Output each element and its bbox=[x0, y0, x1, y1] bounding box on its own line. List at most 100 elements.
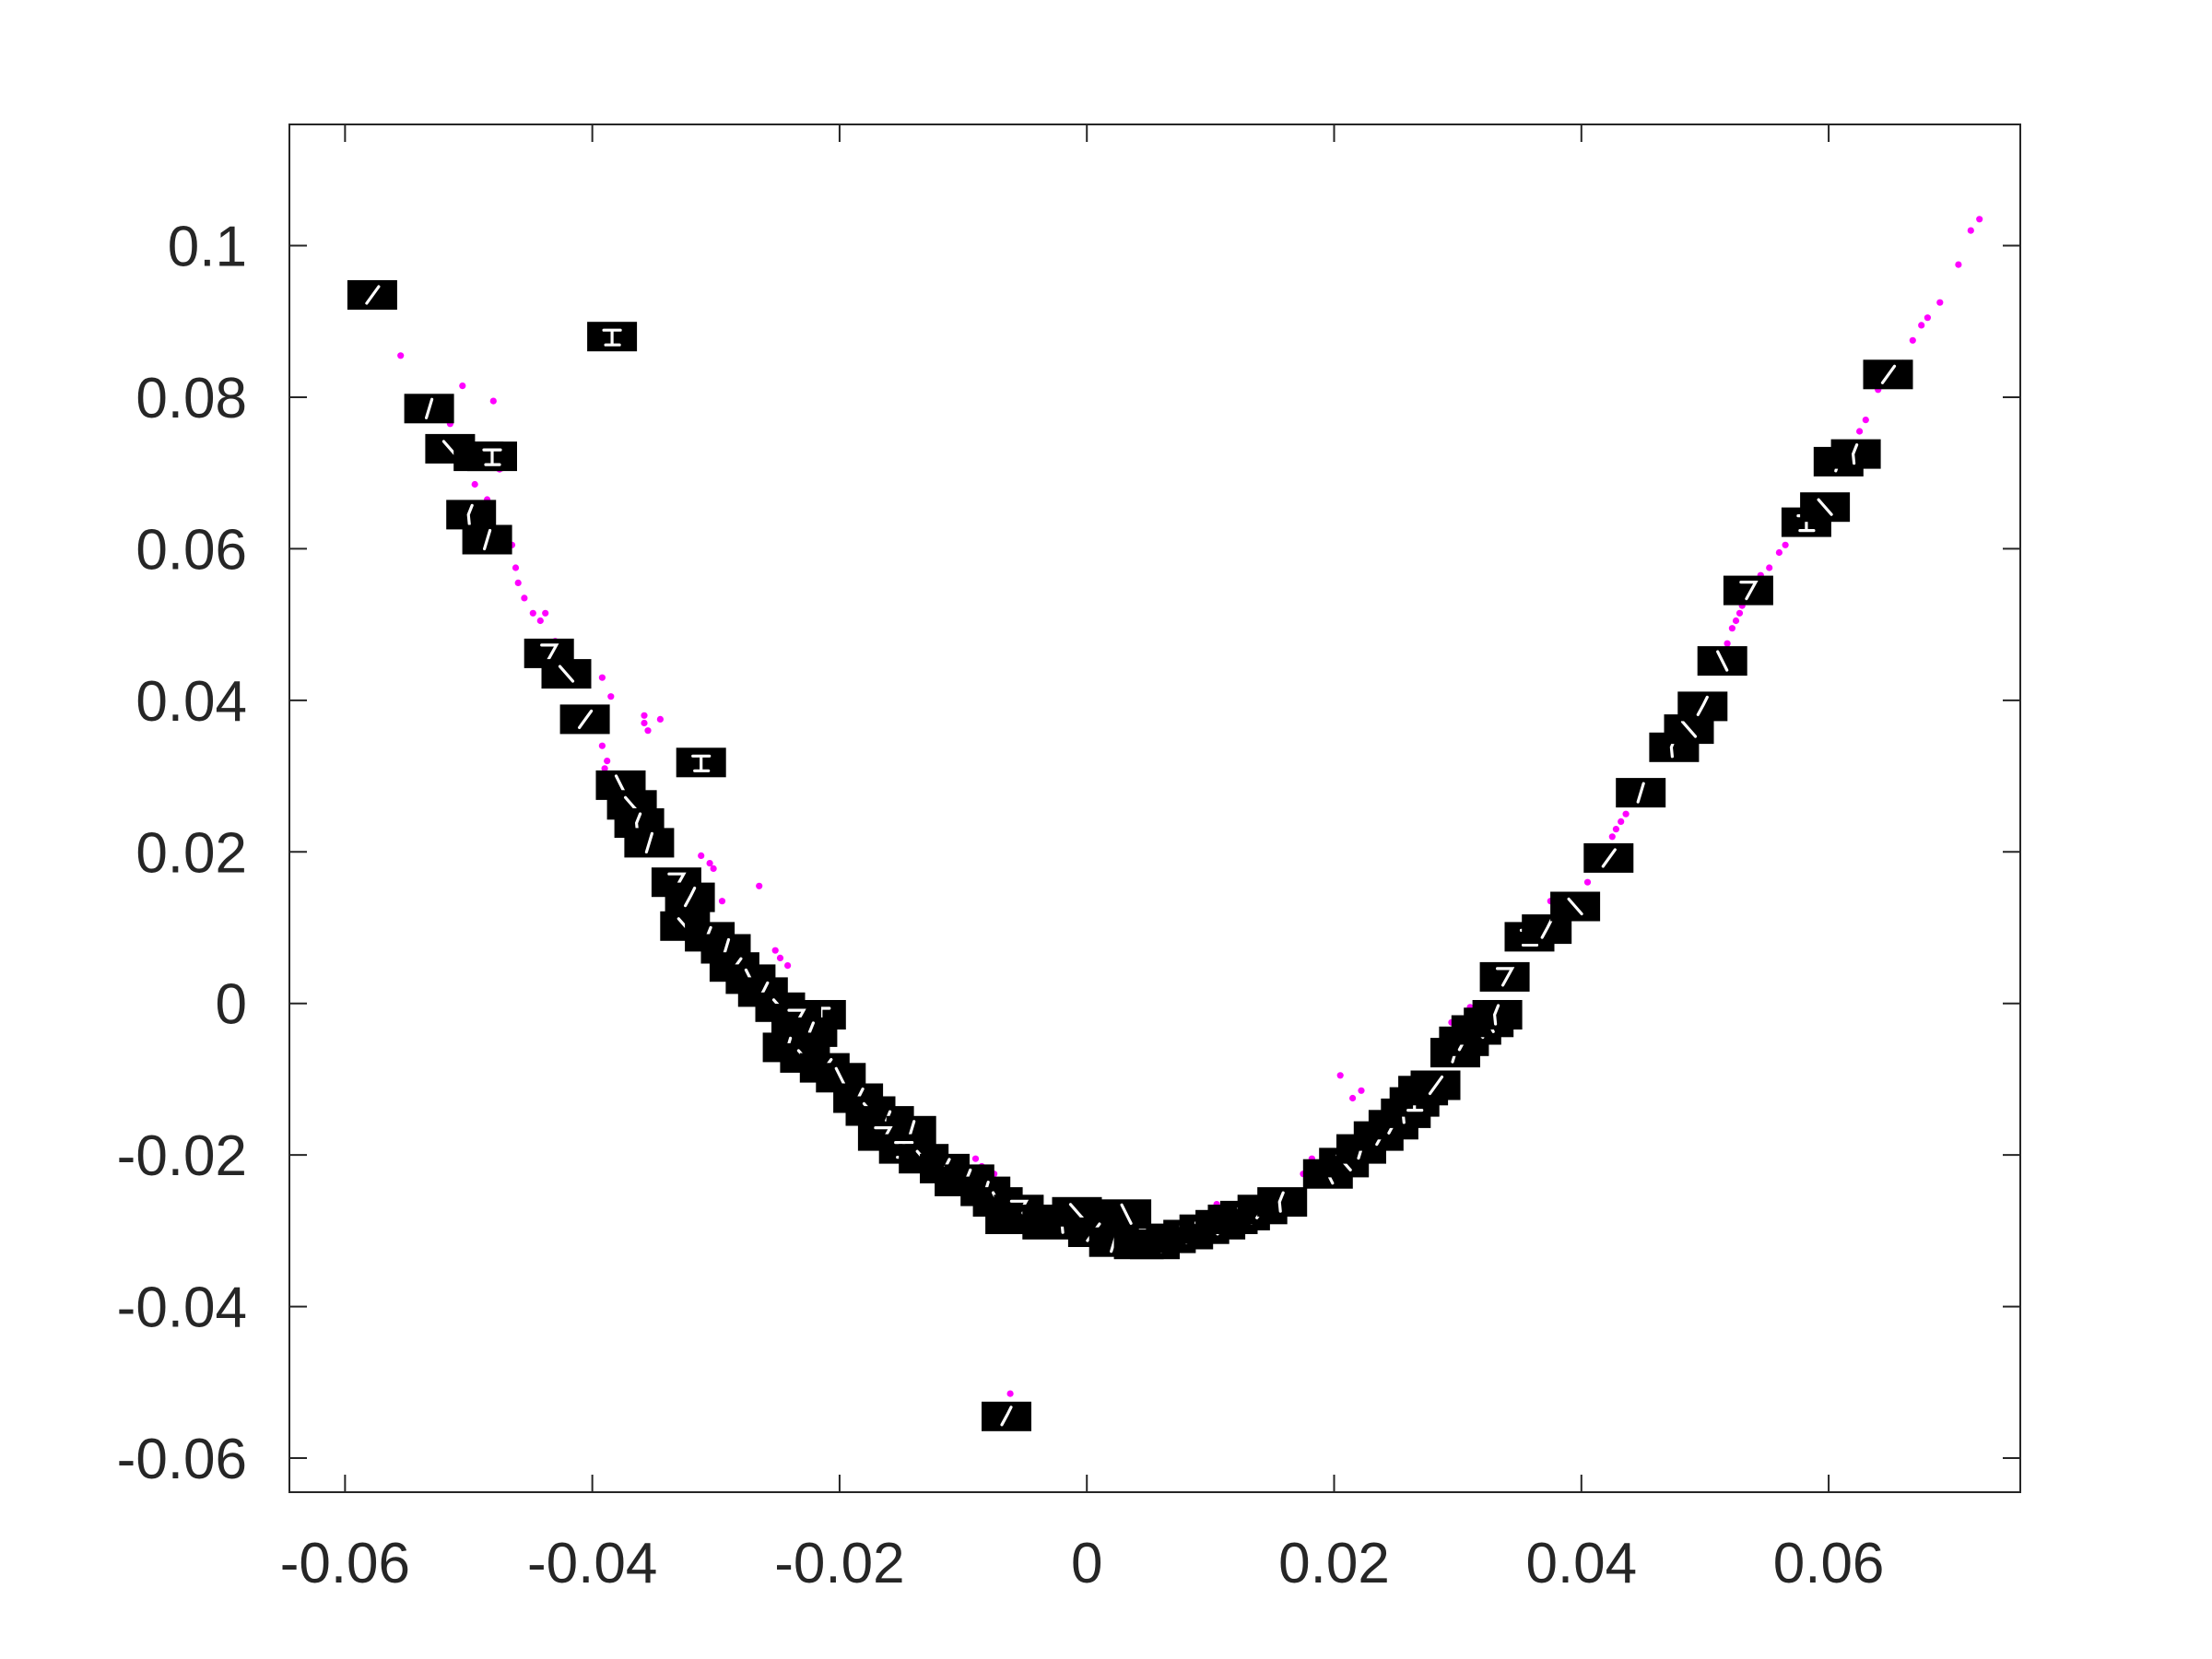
data-point bbox=[514, 579, 522, 587]
thumbnail-digit-stroke bbox=[644, 831, 654, 854]
data-point bbox=[536, 617, 544, 625]
thumbnail-digit-stroke bbox=[1739, 580, 1759, 601]
thumbnail-digit-stroke bbox=[1120, 1203, 1133, 1225]
thumbnails-layer bbox=[347, 280, 1913, 1431]
digit-thumbnail bbox=[1479, 961, 1530, 992]
thumbnail-digit-stroke bbox=[482, 448, 502, 466]
thumbnail-digit-stroke bbox=[1636, 782, 1645, 804]
thumbnail-tile bbox=[1479, 961, 1530, 992]
digit-thumbnail bbox=[1800, 492, 1851, 523]
data-point bbox=[529, 609, 536, 617]
data-point bbox=[1006, 1390, 1014, 1397]
y-tick-label: 0 bbox=[216, 973, 247, 1037]
digit-thumbnail bbox=[1550, 891, 1601, 922]
digit-thumbnail bbox=[1863, 359, 1913, 390]
data-point bbox=[1612, 826, 1619, 833]
thumbnail-digit-stroke bbox=[1428, 1075, 1444, 1096]
data-point bbox=[607, 693, 615, 700]
digit-thumbnail bbox=[559, 704, 610, 735]
data-point bbox=[1924, 314, 1931, 322]
data-point bbox=[521, 594, 528, 602]
data-point bbox=[489, 397, 497, 405]
thumbnail-digit-stroke bbox=[466, 503, 474, 526]
data-point bbox=[1724, 640, 1731, 647]
digit-thumbnail bbox=[676, 747, 726, 778]
data-point bbox=[1735, 609, 1744, 617]
data-point bbox=[1976, 216, 1983, 223]
data-point bbox=[604, 758, 611, 765]
thumbnail-digit-stroke bbox=[1716, 650, 1729, 672]
thumbnail-digit-stroke bbox=[1000, 1406, 1013, 1427]
data-point bbox=[710, 865, 717, 873]
data-point bbox=[1622, 810, 1630, 818]
digit-thumbnail bbox=[1410, 1070, 1461, 1100]
digit-thumbnail bbox=[982, 1401, 1031, 1431]
y-tick-label: 0.04 bbox=[135, 670, 247, 734]
x-tick-label: 0.04 bbox=[1525, 1532, 1637, 1595]
data-point bbox=[1583, 878, 1592, 886]
data-point bbox=[471, 480, 478, 488]
digit-thumbnail bbox=[404, 394, 454, 424]
thumbnail-digit-stroke bbox=[1277, 1191, 1285, 1213]
y-tick-label: 0.06 bbox=[135, 518, 247, 582]
digit-thumbnail bbox=[1723, 575, 1773, 606]
data-point bbox=[706, 860, 713, 867]
thumbnail-digit-stroke bbox=[683, 886, 697, 908]
data-point bbox=[1909, 336, 1916, 344]
thumbnail-digit-stroke bbox=[1601, 848, 1617, 868]
data-point bbox=[1967, 227, 1974, 234]
digit-thumbnail bbox=[1472, 1000, 1523, 1030]
thumbnail-digit-stroke bbox=[1540, 918, 1553, 939]
thumbnail-digit-stroke bbox=[1696, 695, 1709, 717]
data-point bbox=[771, 947, 779, 954]
thumbnail-digit-stroke bbox=[540, 643, 559, 664]
digit-thumbnail bbox=[1830, 439, 1881, 469]
data-point bbox=[1918, 322, 1925, 329]
data-point bbox=[641, 712, 648, 719]
data-point bbox=[512, 564, 520, 571]
x-tick-label: 0 bbox=[1071, 1532, 1102, 1595]
data-point bbox=[1358, 1087, 1365, 1094]
digit-thumbnail bbox=[1697, 646, 1747, 677]
thumbnail-digit-stroke bbox=[365, 285, 381, 305]
digit-thumbnail bbox=[1616, 778, 1666, 808]
data-point bbox=[1936, 299, 1944, 306]
digit-thumbnail bbox=[467, 441, 517, 472]
x-tick-label: -0.02 bbox=[774, 1532, 904, 1595]
data-point bbox=[598, 674, 606, 681]
thumbnail-digit-stroke bbox=[1817, 498, 1833, 516]
thumbnail-digit-stroke bbox=[482, 528, 492, 551]
thumbnail-digit-stroke bbox=[1068, 1203, 1086, 1221]
x-tick-label: -0.06 bbox=[280, 1532, 410, 1595]
digit-thumbnail bbox=[541, 659, 592, 689]
digit-thumbnail bbox=[347, 280, 397, 310]
y-tick-label: -0.04 bbox=[117, 1277, 247, 1340]
thumbnail-digit-stroke bbox=[602, 328, 622, 347]
data-point bbox=[601, 765, 608, 772]
data-point bbox=[1856, 428, 1864, 435]
thumbnail-digit-stroke bbox=[1880, 364, 1897, 384]
data-point bbox=[1775, 548, 1783, 557]
data-point bbox=[1608, 833, 1616, 841]
data-point bbox=[459, 382, 466, 390]
thumbnail-tile bbox=[1723, 575, 1773, 606]
data-point bbox=[1728, 625, 1735, 632]
thumbnail-digit-stroke bbox=[691, 754, 712, 772]
y-tick-label: 0.1 bbox=[168, 216, 247, 279]
data-point bbox=[397, 352, 405, 359]
thumbnail-digit-stroke bbox=[1851, 443, 1859, 465]
thumbnail-digit-stroke bbox=[1492, 1004, 1500, 1026]
data-point bbox=[1618, 818, 1625, 826]
digit-thumbnail bbox=[1257, 1187, 1308, 1218]
data-point bbox=[598, 742, 606, 749]
data-point bbox=[1862, 417, 1869, 424]
y-tick-label: -0.02 bbox=[117, 1124, 247, 1188]
digit-thumbnail bbox=[624, 828, 675, 858]
data-point bbox=[1782, 541, 1789, 548]
data-point bbox=[1349, 1094, 1357, 1102]
digit-thumbnail bbox=[462, 524, 512, 555]
y-tick-label: -0.06 bbox=[117, 1428, 247, 1491]
digit-thumbnail bbox=[446, 500, 497, 530]
thumbnail-digit-stroke bbox=[577, 709, 594, 730]
